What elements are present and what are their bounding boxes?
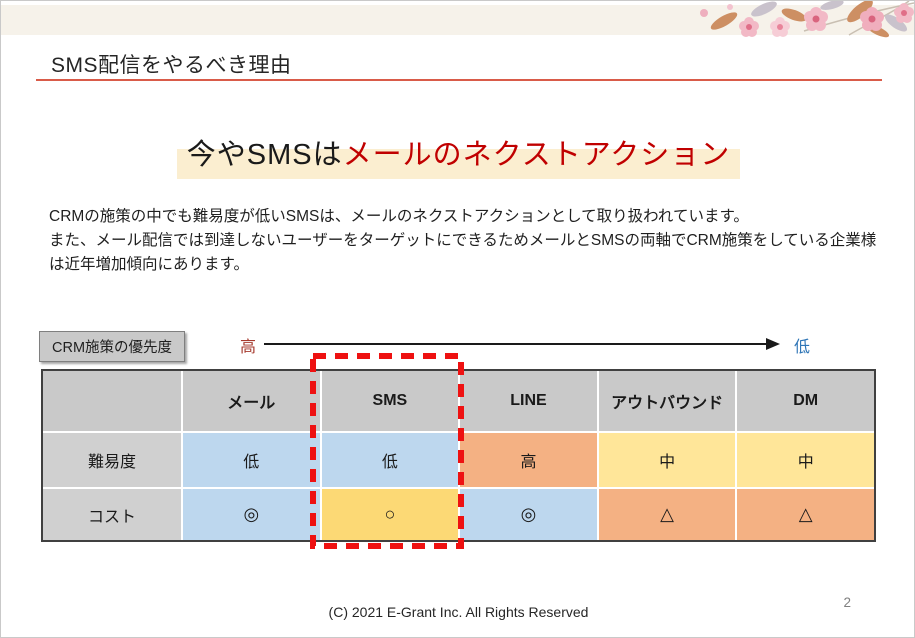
priority-arrow-line — [264, 343, 768, 345]
table-cell-difficulty-mail: 低 — [183, 433, 320, 487]
body-text: CRMの施策の中でも難易度が低いSMSは、メールのネクストアクションとして取り扱… — [49, 205, 883, 277]
priority-low-label: 低 — [794, 339, 811, 356]
headline-wrap: 今やSMSはメールのネクストアクション — [1, 129, 914, 179]
table-header-outbound: アウトバウンド — [598, 371, 736, 431]
header-decoration-band — [1, 1, 914, 38]
title-underline-divider — [36, 79, 882, 81]
table-cell-cost-dm: △ — [737, 489, 874, 540]
headline-prefix: 今やSMSは — [186, 139, 343, 171]
table-header-mail: メール — [183, 371, 320, 431]
table-header-sms: SMS — [321, 371, 459, 431]
footer-copyright: (C) 2021 E-Grant Inc. All Rights Reserve… — [328, 604, 589, 620]
table-header-line: LINE — [460, 371, 597, 431]
table-cell-cost-line: ◎ — [460, 489, 597, 540]
table-cell-difficulty-dm: 中 — [737, 433, 874, 487]
page-title: SMS配信をやるべき理由 — [51, 54, 292, 77]
priority-arrow-head-icon — [766, 338, 780, 350]
row-label-difficulty: 難易度 — [43, 433, 181, 487]
table-header-empty — [43, 371, 181, 431]
table-cell-difficulty-line: 高 — [460, 433, 597, 487]
crm-priority-label: CRM施策の優先度 — [39, 331, 186, 362]
priority-high-label: 高 — [240, 339, 257, 356]
table-cell-difficulty-sms: 低 — [321, 433, 459, 487]
priority-matrix-table: メール SMS LINE アウトバウンド DM 難易度 低 低 高 中 中 コス… — [41, 369, 876, 542]
headline-emphasis: メールのネクストアクション — [342, 139, 731, 171]
table-cell-cost-outbound: △ — [598, 489, 736, 540]
row-label-cost: コスト — [43, 489, 181, 540]
body-text-line-2: また、メール配信では到達しないユーザーをターゲットにできるためメールとSMSの両… — [49, 232, 877, 274]
body-text-line-1: CRMの施策の中でも難易度が低いSMSは、メールのネクストアクションとして取り扱… — [49, 208, 749, 225]
page-number: 2 — [843, 595, 851, 610]
table-cell-cost-mail: ◎ — [183, 489, 320, 540]
sakura-decoration-image — [700, 1, 914, 38]
table-cell-difficulty-outbound: 中 — [598, 433, 736, 487]
headline: 今やSMSはメールのネクストアクション — [176, 129, 741, 179]
table-cell-cost-sms: ○ — [321, 489, 459, 540]
table-header-dm: DM — [737, 371, 874, 431]
